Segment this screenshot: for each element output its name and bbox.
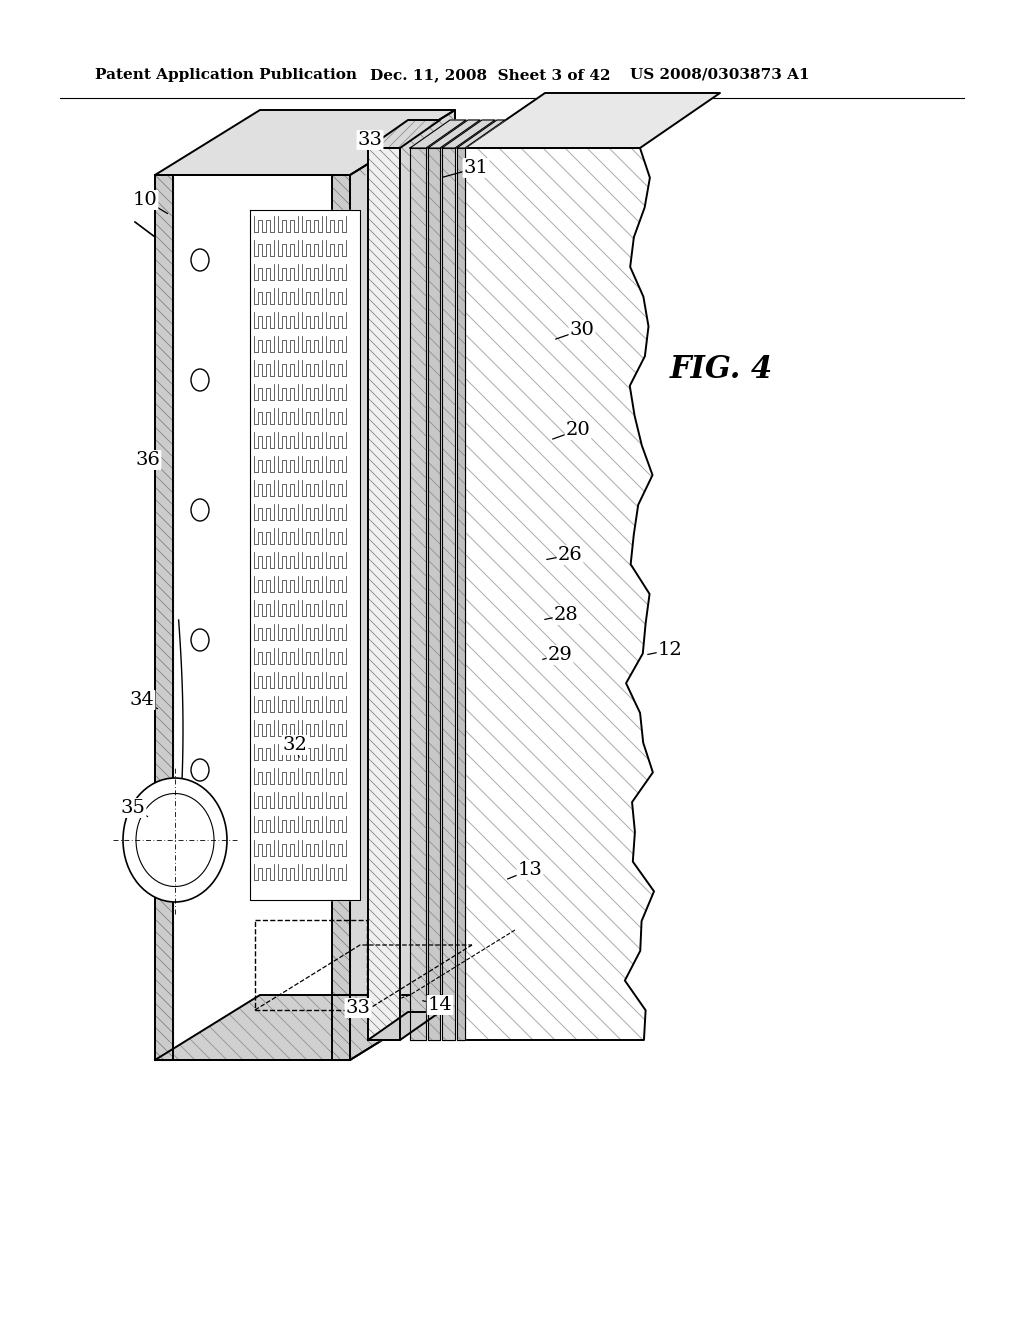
- Text: 33: 33: [357, 131, 383, 149]
- Text: 35: 35: [121, 799, 145, 817]
- Text: 30: 30: [569, 321, 595, 339]
- Polygon shape: [457, 120, 505, 148]
- Polygon shape: [368, 148, 400, 1040]
- Polygon shape: [428, 148, 440, 1040]
- Polygon shape: [155, 995, 455, 1060]
- Polygon shape: [368, 120, 440, 148]
- Ellipse shape: [123, 777, 227, 902]
- Polygon shape: [428, 120, 480, 148]
- Polygon shape: [442, 120, 495, 148]
- Polygon shape: [155, 110, 455, 176]
- Polygon shape: [457, 148, 465, 1040]
- Polygon shape: [410, 120, 466, 148]
- Polygon shape: [410, 148, 426, 1040]
- Polygon shape: [465, 148, 654, 1040]
- Text: 34: 34: [130, 690, 155, 709]
- Polygon shape: [332, 176, 350, 1060]
- Polygon shape: [368, 1012, 440, 1040]
- Polygon shape: [350, 110, 455, 1060]
- Text: 33: 33: [345, 999, 371, 1016]
- Text: 20: 20: [565, 421, 591, 440]
- Text: 12: 12: [657, 642, 682, 659]
- Text: 14: 14: [428, 997, 453, 1014]
- Text: Dec. 11, 2008  Sheet 3 of 42: Dec. 11, 2008 Sheet 3 of 42: [370, 69, 610, 82]
- Text: Patent Application Publication: Patent Application Publication: [95, 69, 357, 82]
- Text: US 2008/0303873 A1: US 2008/0303873 A1: [630, 69, 810, 82]
- Text: 10: 10: [133, 191, 158, 209]
- Polygon shape: [465, 92, 720, 148]
- Text: 29: 29: [548, 645, 572, 664]
- Text: 26: 26: [558, 546, 583, 564]
- Polygon shape: [155, 176, 173, 1060]
- Text: 28: 28: [554, 606, 579, 624]
- Polygon shape: [250, 210, 360, 900]
- Polygon shape: [155, 176, 350, 1060]
- Text: 32: 32: [283, 737, 307, 754]
- Text: 31: 31: [464, 158, 488, 177]
- Text: FIG. 4: FIG. 4: [670, 355, 773, 385]
- Polygon shape: [442, 148, 455, 1040]
- Text: 13: 13: [517, 861, 543, 879]
- Text: 36: 36: [135, 451, 161, 469]
